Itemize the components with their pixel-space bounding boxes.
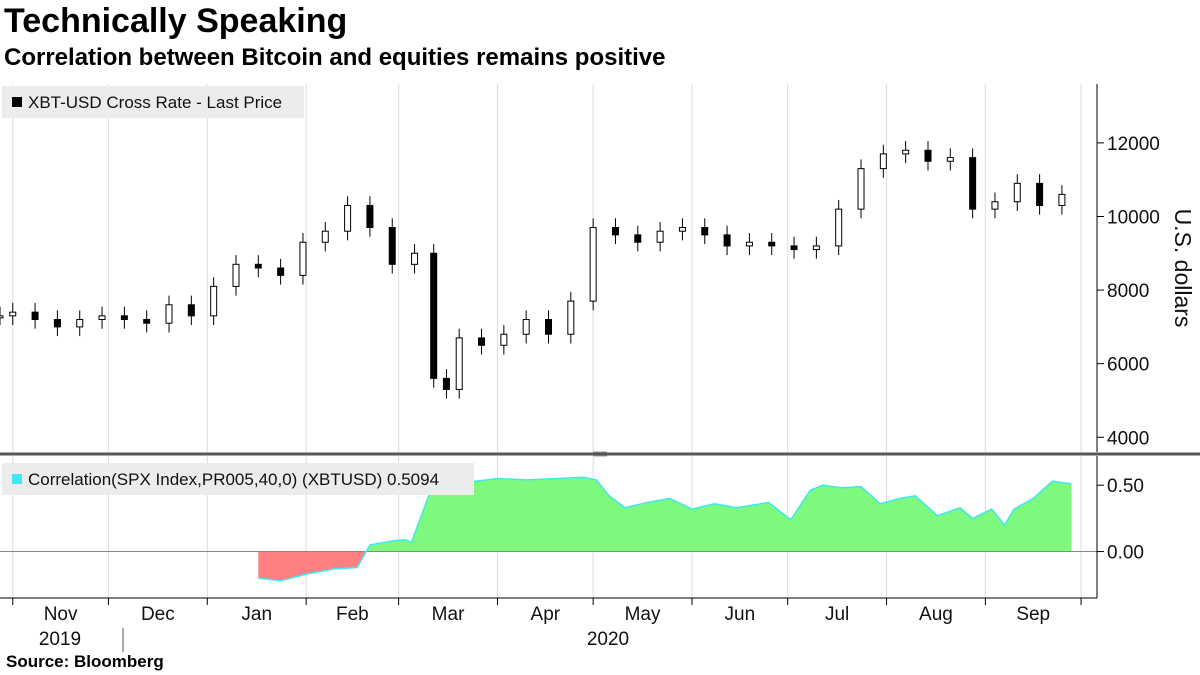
candle-body <box>31 311 39 321</box>
x-month-label: Dec <box>141 604 175 625</box>
candle-body <box>277 267 285 276</box>
candle-body <box>879 153 887 170</box>
candle-body <box>1058 193 1066 206</box>
candle-body <box>656 230 664 243</box>
candle-body <box>388 227 396 265</box>
x-year-label: 2020 <box>587 629 629 650</box>
price-panel: 4000 6000 8000 10000 12000 U.S. dollars XBT-… <box>0 84 1196 452</box>
candle-body <box>812 245 820 251</box>
candle-body <box>442 377 450 390</box>
x-month-label: Aug <box>919 604 953 625</box>
correlation-series <box>0 476 1097 582</box>
x-month-label: Jul <box>825 604 849 625</box>
candle-body <box>701 227 709 236</box>
candle-body <box>210 285 218 317</box>
correlation-y-tick-label: 0.00 <box>1107 543 1144 564</box>
candle-body <box>634 234 642 243</box>
candle-body <box>344 204 352 232</box>
x-month-label: Jun <box>725 604 756 625</box>
candle-body <box>522 319 530 335</box>
correlation-panel: 0.00 0.50 Correlation(SPX Index,PR005,40,… <box>0 456 1144 598</box>
candle-body <box>835 208 843 247</box>
candle-body <box>165 304 173 324</box>
negative-correlation-area <box>258 551 367 581</box>
candle-body <box>366 204 374 229</box>
chart-title: Technically Speaking <box>4 2 348 40</box>
price-legend-swatch <box>12 97 22 107</box>
price-y-tick-label: 6000 <box>1107 355 1149 376</box>
candle-body <box>143 319 151 324</box>
candle-body <box>478 337 486 346</box>
candle-body <box>411 252 419 265</box>
correlation-legend-label: Correlation(SPX Index,PR005,40,0) (XBTUS… <box>28 470 439 489</box>
price-legend <box>2 86 304 118</box>
chart-subtitle: Correlation between Bitcoin and equities… <box>4 44 666 71</box>
candle-body <box>723 234 731 247</box>
positive-correlation-area <box>366 477 1072 552</box>
correlation-line <box>258 476 1072 582</box>
candlestick-series <box>0 141 1066 399</box>
price-y-tick-label: 4000 <box>1107 428 1149 449</box>
x-year-label: 2019 <box>39 629 81 650</box>
candle-body <box>1013 182 1021 203</box>
candle-body <box>98 315 106 321</box>
candle-body <box>946 157 954 162</box>
x-month-label: Mar <box>432 604 465 625</box>
x-month-label: Jan <box>241 604 272 625</box>
candle-body <box>768 241 776 247</box>
candle-body <box>589 227 597 302</box>
candle-body <box>299 241 307 276</box>
candle-body <box>567 300 575 335</box>
x-axis: Nov Dec Jan Feb Mar Apr May Jun Jul Aug Sep 2019 2… <box>0 597 1097 652</box>
candle-body <box>745 241 753 247</box>
candle-body <box>611 227 619 236</box>
candle-body <box>232 263 240 287</box>
candle-body <box>991 201 999 210</box>
candle-body <box>902 149 910 155</box>
candle-body <box>76 319 84 328</box>
x-month-label: Apr <box>531 604 561 625</box>
price-legend-label: XBT-USD Cross Rate - Last Price <box>28 93 282 112</box>
candle-body <box>545 319 552 335</box>
candle-body <box>0 315 4 319</box>
price-y-tick-label: 10000 <box>1107 207 1160 228</box>
candle-body <box>120 315 128 321</box>
price-y-tick-label: 12000 <box>1107 134 1160 155</box>
correlation-y-tick-label: 0.50 <box>1107 476 1144 497</box>
candle-body <box>924 149 932 162</box>
candle-body <box>53 319 61 328</box>
x-month-label: Feb <box>336 604 369 625</box>
x-month-label: May <box>625 604 661 625</box>
candle-body <box>455 337 463 390</box>
candle-body <box>857 168 865 210</box>
correlation-legend <box>2 463 474 495</box>
candle-body <box>187 304 195 317</box>
candle-body <box>1036 182 1044 206</box>
price-axis-label: U.S. dollars <box>1170 209 1196 328</box>
x-month-label: Nov <box>44 604 78 625</box>
candle-body <box>254 263 262 269</box>
candle-body <box>969 157 977 210</box>
candle-body <box>321 230 329 243</box>
source-note: Source: Bloomberg <box>6 652 164 671</box>
x-month-label: Sep <box>1016 604 1050 625</box>
candle-body <box>678 227 686 232</box>
candle-body <box>9 311 17 317</box>
candle-body <box>790 245 798 251</box>
candle-body <box>500 333 508 346</box>
correlation-legend-swatch <box>12 474 22 484</box>
panel-divider <box>0 451 1200 457</box>
candle-body <box>430 252 438 379</box>
price-y-tick-label: 8000 <box>1107 281 1149 302</box>
